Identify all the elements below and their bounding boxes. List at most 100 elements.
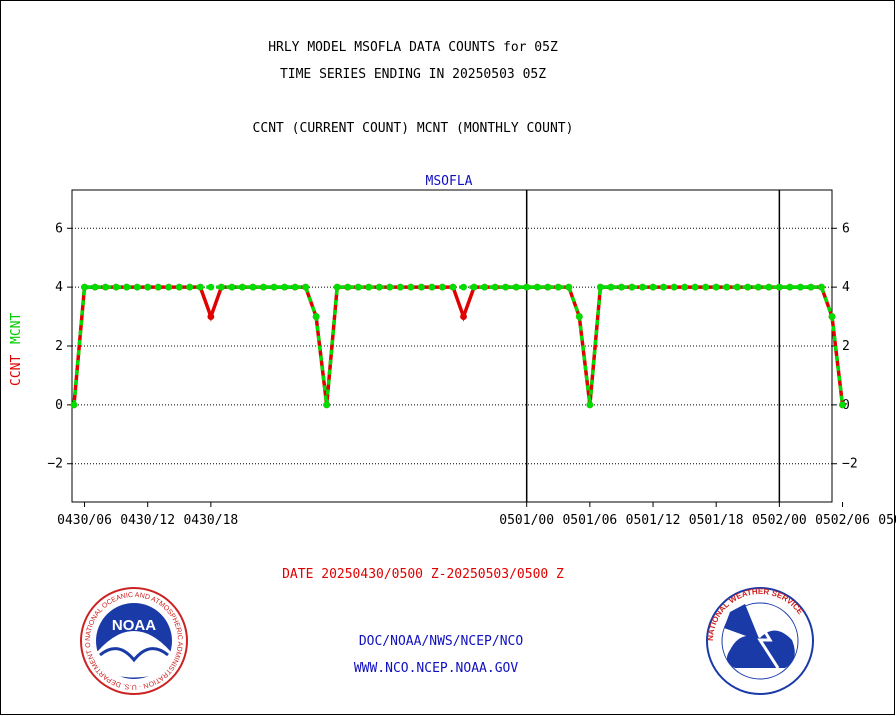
point-mcnt — [165, 283, 173, 291]
point-mcnt — [375, 283, 383, 291]
point-mcnt — [491, 283, 499, 291]
chart-title-line-1: HRLY MODEL MSOFLA DATA COUNTS for 05Z — [268, 40, 558, 55]
point-mcnt — [460, 283, 467, 291]
point-mcnt — [186, 283, 194, 291]
point-mcnt — [291, 283, 299, 291]
date-range-label: DATE 20250430/0500 Z-20250503/0500 Z — [282, 567, 564, 582]
point-mcnt — [344, 283, 352, 291]
point-mcnt — [754, 283, 762, 291]
point-mcnt — [502, 283, 510, 291]
y-axis-label-ccnt: CCNT — [9, 355, 24, 386]
org-label: DOC/NOAA/NWS/NCEP/NCO — [359, 634, 524, 649]
point-mcnt — [81, 283, 88, 291]
tick-label-x: 0501/18 — [689, 513, 744, 528]
point-mcnt — [407, 283, 415, 291]
point-ccnt — [207, 313, 215, 320]
tick-label-y-left: 4 — [55, 280, 63, 295]
point-mcnt — [418, 283, 425, 291]
tick-label-y-right: 6 — [842, 221, 850, 236]
point-mcnt — [270, 283, 278, 291]
point-mcnt — [744, 283, 752, 291]
tick-label-x: 0501/00 — [499, 513, 554, 528]
noaa-logo-text: NOAA — [112, 617, 156, 634]
point-mcnt — [691, 283, 699, 291]
point-mcnt — [365, 283, 373, 291]
point-mcnt — [154, 283, 162, 291]
point-mcnt — [639, 283, 646, 291]
tick-label-y-right: 4 — [842, 280, 850, 295]
point-mcnt — [396, 283, 404, 291]
point-mcnt — [828, 313, 836, 320]
tick-label-x: 0502/00 — [752, 513, 807, 528]
point-mcnt — [523, 283, 531, 291]
point-mcnt — [765, 283, 773, 291]
point-mcnt — [544, 283, 552, 291]
point-mcnt — [596, 283, 604, 291]
point-mcnt — [260, 283, 267, 291]
point-mcnt — [586, 401, 594, 409]
point-mcnt — [323, 401, 331, 409]
point-mcnt — [123, 283, 131, 291]
point-mcnt — [70, 401, 78, 409]
point-mcnt — [702, 283, 710, 291]
plot-title: MSOFLA — [426, 174, 473, 189]
tick-label-x: 0430/06 — [57, 513, 112, 528]
point-mcnt — [554, 283, 562, 291]
point-mcnt — [112, 283, 120, 291]
tick-label-x: 0502/06 — [815, 513, 870, 528]
point-mcnt — [533, 283, 541, 291]
tick-label-x: 0501/12 — [626, 513, 681, 528]
point-mcnt — [333, 283, 341, 291]
chart-title-line-2: TIME SERIES ENDING IN 20250503 05Z — [280, 67, 546, 82]
point-mcnt — [281, 283, 288, 291]
point-mcnt — [386, 283, 394, 291]
point-mcnt — [449, 283, 457, 291]
point-mcnt — [575, 313, 583, 320]
point-mcnt — [133, 283, 141, 291]
point-mcnt — [733, 283, 741, 291]
point-mcnt — [681, 283, 689, 291]
point-mcnt — [217, 283, 225, 291]
chart-title-line-3: CCNT (CURRENT COUNT) MCNT (MONTHLY COUNT… — [253, 121, 574, 136]
point-mcnt — [512, 283, 520, 291]
tick-label-x: 0501/06 — [562, 513, 617, 528]
tick-label-y-left: 6 — [55, 221, 63, 236]
point-mcnt — [628, 283, 636, 291]
point-mcnt — [312, 313, 320, 320]
point-mcnt — [228, 283, 236, 291]
point-mcnt — [649, 283, 657, 291]
point-mcnt — [207, 283, 215, 291]
point-mcnt — [144, 283, 152, 291]
point-mcnt — [618, 283, 625, 291]
nws-logo: NATIONAL WEATHER SERVICE — [706, 587, 814, 695]
point-mcnt — [807, 283, 815, 291]
tick-label-y-left: −2 — [47, 457, 63, 472]
tick-label-y-right: 0 — [842, 398, 850, 413]
point-mcnt — [439, 283, 446, 291]
point-mcnt — [607, 283, 615, 291]
point-mcnt — [818, 283, 825, 291]
tick-label-y-right: 2 — [842, 339, 850, 354]
point-mcnt — [354, 283, 362, 291]
point-mcnt — [249, 283, 257, 291]
point-mcnt — [102, 283, 109, 291]
tick-label-y-left: 0 — [55, 398, 63, 413]
plot-area: −2 −2 0 0 2 2 4 4 6 6 0430/06 0430/12 0430/18 0501/00… — [47, 189, 896, 528]
point-mcnt — [302, 283, 310, 291]
tick-label-x: 0502/12 — [878, 513, 896, 528]
tick-label-y-left: 2 — [55, 339, 63, 354]
point-mcnt — [839, 401, 846, 409]
point-mcnt — [428, 283, 436, 291]
point-mcnt — [670, 283, 678, 291]
tick-label-x: 0430/18 — [183, 513, 238, 528]
point-mcnt — [481, 283, 488, 291]
point-mcnt — [239, 283, 246, 291]
point-mcnt — [797, 283, 804, 291]
y-axis-label-mcnt: MCNT — [9, 313, 24, 344]
point-mcnt — [91, 283, 99, 291]
point-mcnt — [470, 283, 478, 291]
point-mcnt — [775, 283, 783, 291]
point-ccnt — [460, 313, 467, 320]
point-mcnt — [175, 283, 183, 291]
